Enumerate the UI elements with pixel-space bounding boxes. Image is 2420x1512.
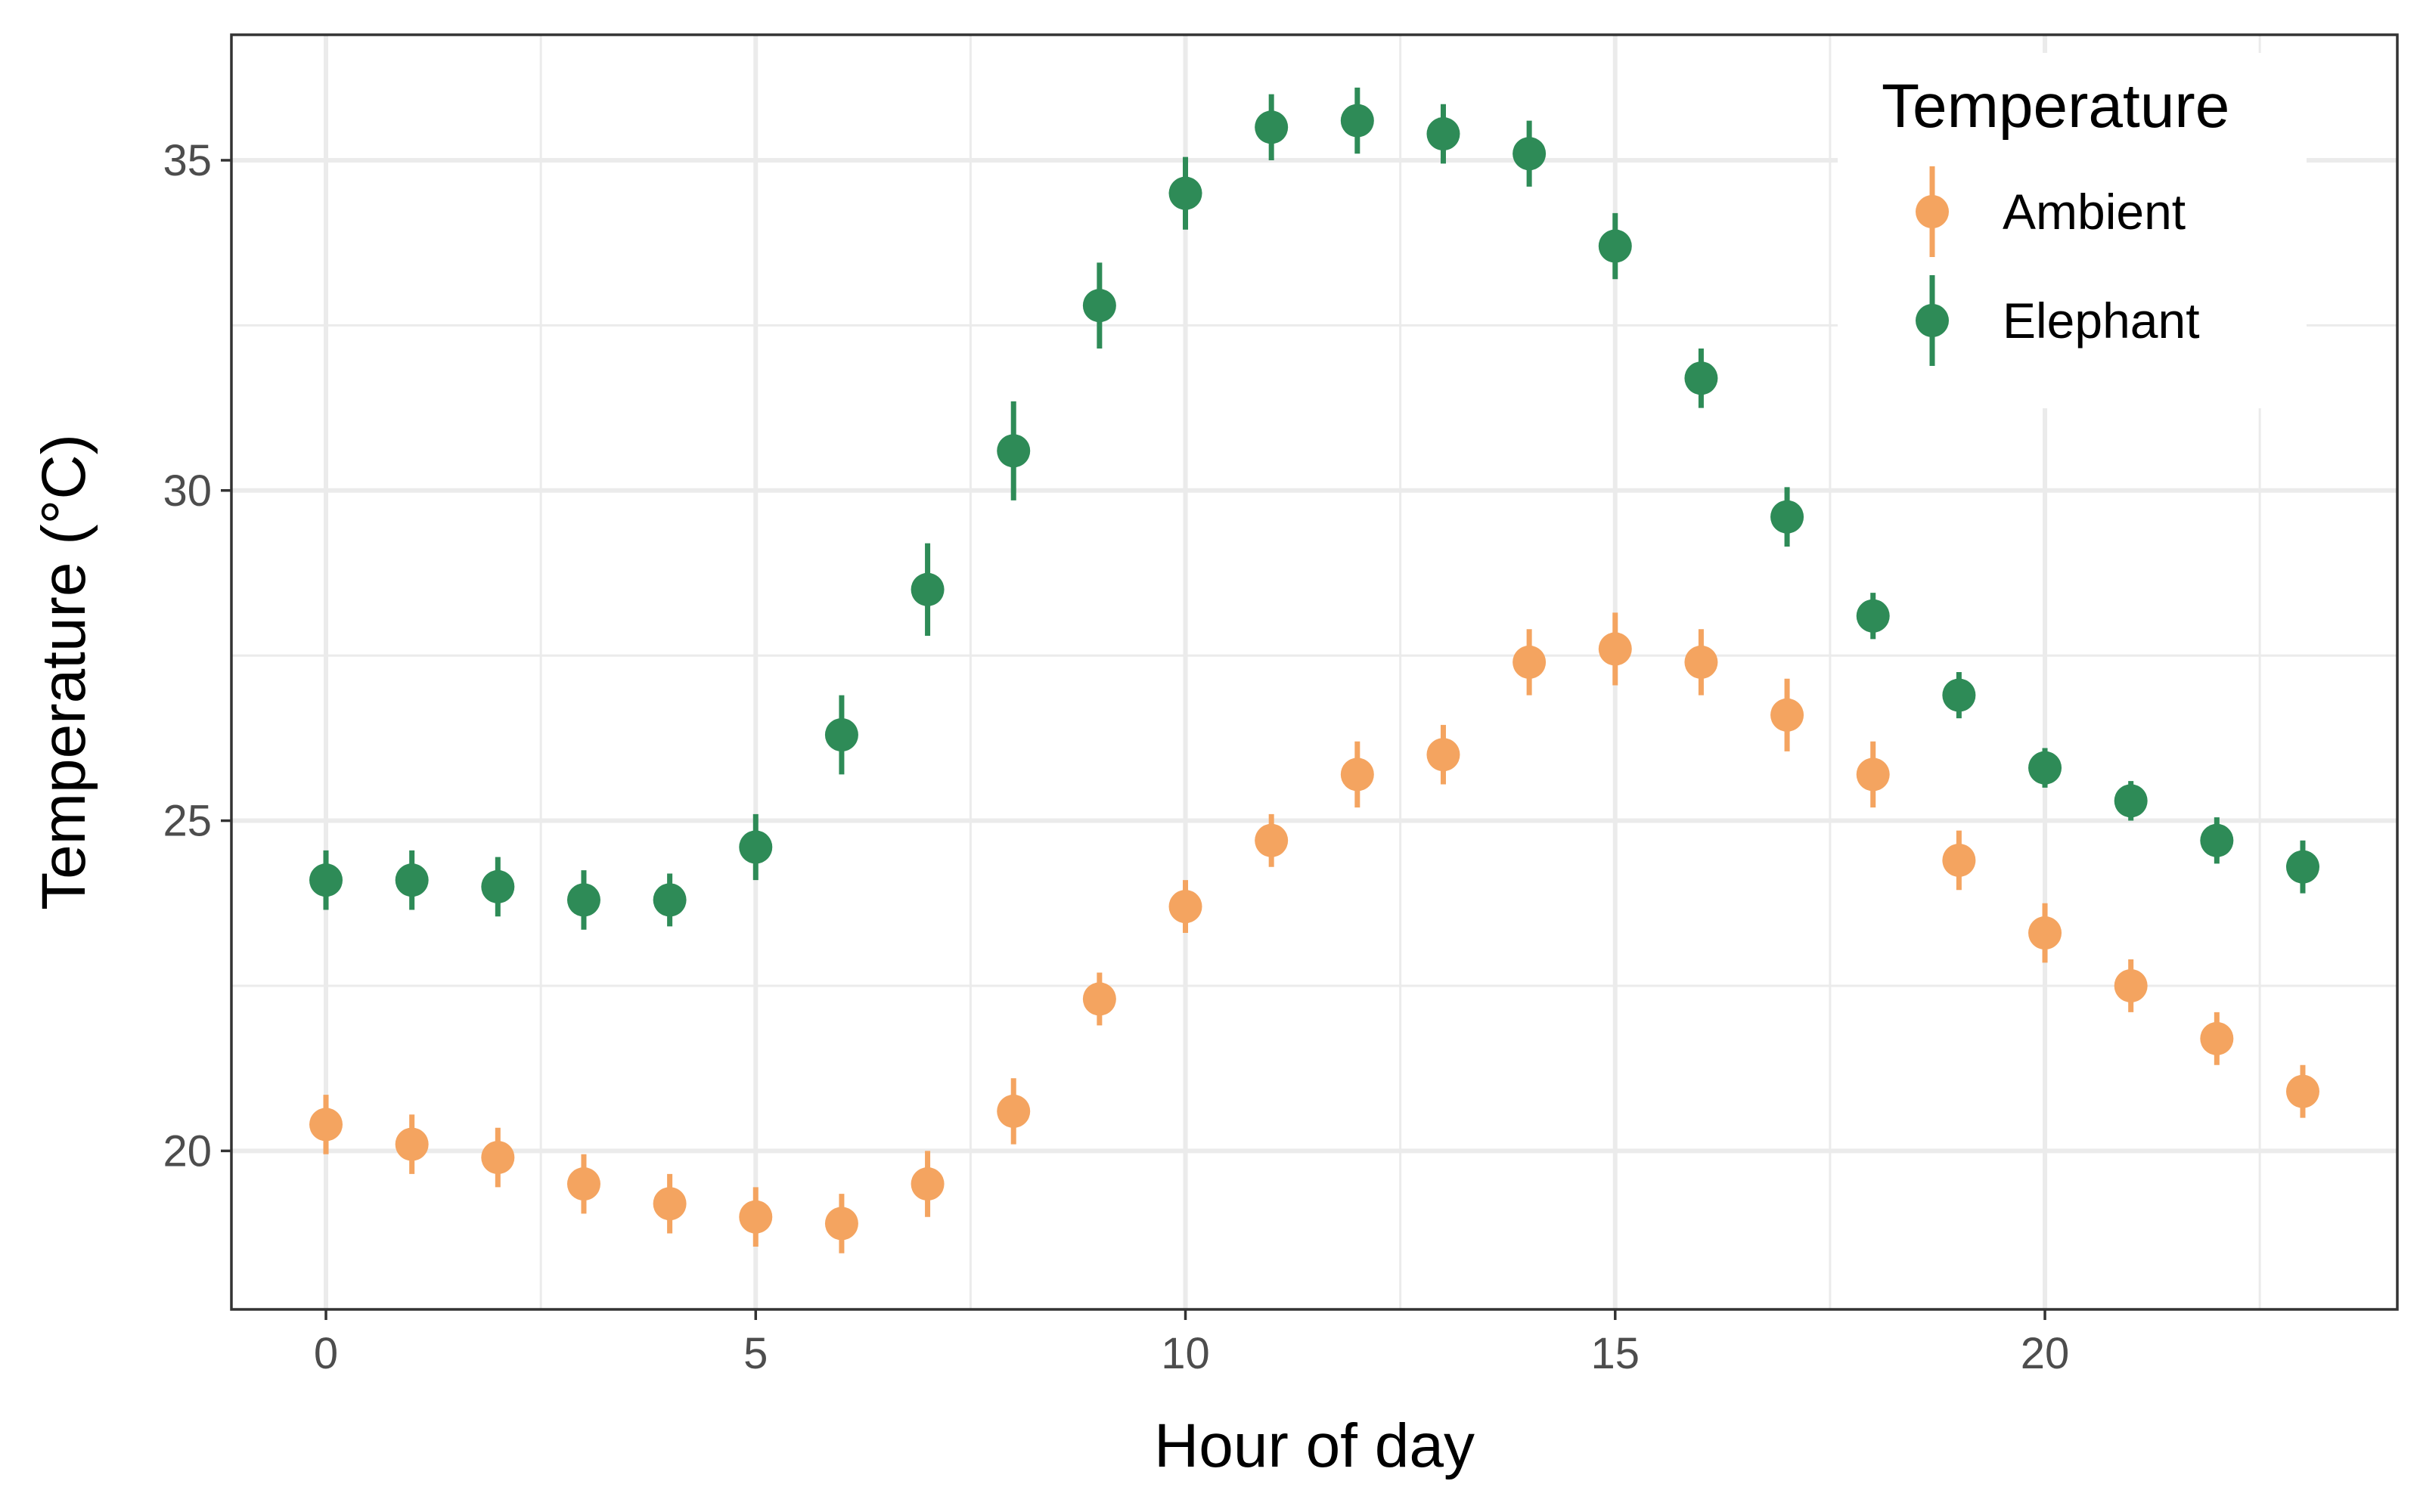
data-point [1770,698,1804,732]
data-point [1684,645,1718,679]
data-point [997,434,1031,468]
data-point [653,1187,687,1221]
y-tick-label: 25 [163,797,212,846]
legend-background [1838,53,2307,408]
data-point [395,1127,429,1161]
data-point [1942,678,1976,712]
data-point [1684,361,1718,395]
data-point [1942,843,1976,877]
legend-title: Temperature [1882,72,2229,141]
legend-label: Elephant [2003,293,2200,349]
data-point [2285,1074,2319,1108]
y-tick-label: 30 [163,466,212,516]
data-point [2200,1021,2234,1055]
data-points [309,87,2319,1253]
y-axis-title: Temperature (°C) [29,434,98,910]
legend: Temperature Ambient Elephant [1838,53,2307,408]
data-point [1168,176,1202,210]
data-point [1598,632,1632,666]
legend-items: Ambient Elephant [1916,166,2200,366]
legend-label: Ambient [2003,184,2186,240]
legend-item-ambient: Ambient [1916,166,2186,257]
x-axis: 0 5 10 15 20 [314,1309,2069,1378]
x-tick-label: 15 [1591,1329,1640,1378]
series-ambient [309,612,2319,1253]
data-point [1340,758,1374,792]
data-point [566,883,600,917]
data-point [1856,758,1890,792]
data-point [2114,784,2148,818]
data-point [824,717,858,751]
x-tick-label: 0 [314,1329,338,1378]
x-tick-label: 10 [1161,1329,1210,1378]
data-point [1340,104,1374,138]
major-gridlines [231,35,2397,1309]
data-point [2028,916,2062,950]
data-point [1856,599,1890,633]
x-axis-title: Hour of day [1154,1411,1475,1480]
data-point [481,869,515,903]
data-point [1168,890,1202,924]
data-point [309,863,343,897]
data-point [1082,289,1116,323]
data-point [911,1167,945,1201]
data-point [1426,117,1460,151]
data-point [1255,110,1289,144]
data-point [911,572,945,606]
data-point [1598,229,1632,263]
data-point [1082,982,1116,1016]
data-point [2028,751,2062,785]
legend-key-point [1916,195,1949,228]
data-point [1770,500,1804,534]
data-point [395,863,429,897]
data-point [2200,823,2234,857]
data-point [566,1167,600,1201]
data-point [2114,968,2148,1002]
y-tick-label: 20 [163,1126,212,1176]
data-point [739,830,773,864]
data-point [1426,738,1460,772]
legend-key-point [1916,304,1949,337]
x-tick-label: 20 [2021,1329,2070,1378]
data-point [1512,137,1547,171]
panel-border [230,33,2399,1311]
data-point [739,1200,773,1234]
data-point [1512,645,1547,679]
y-tick-label: 35 [163,136,212,185]
data-point [481,1141,515,1175]
minor-gridlines [231,35,2397,1309]
data-point [824,1207,858,1241]
data-point [997,1094,1031,1128]
series-elephant [309,87,2319,930]
data-point [653,883,687,917]
x-tick-label: 5 [743,1329,768,1378]
legend-item-elephant: Elephant [1916,275,2200,366]
y-axis: 20 25 30 35 [163,136,231,1176]
data-point [1255,823,1289,857]
data-point [2285,850,2319,884]
data-point [309,1108,343,1142]
